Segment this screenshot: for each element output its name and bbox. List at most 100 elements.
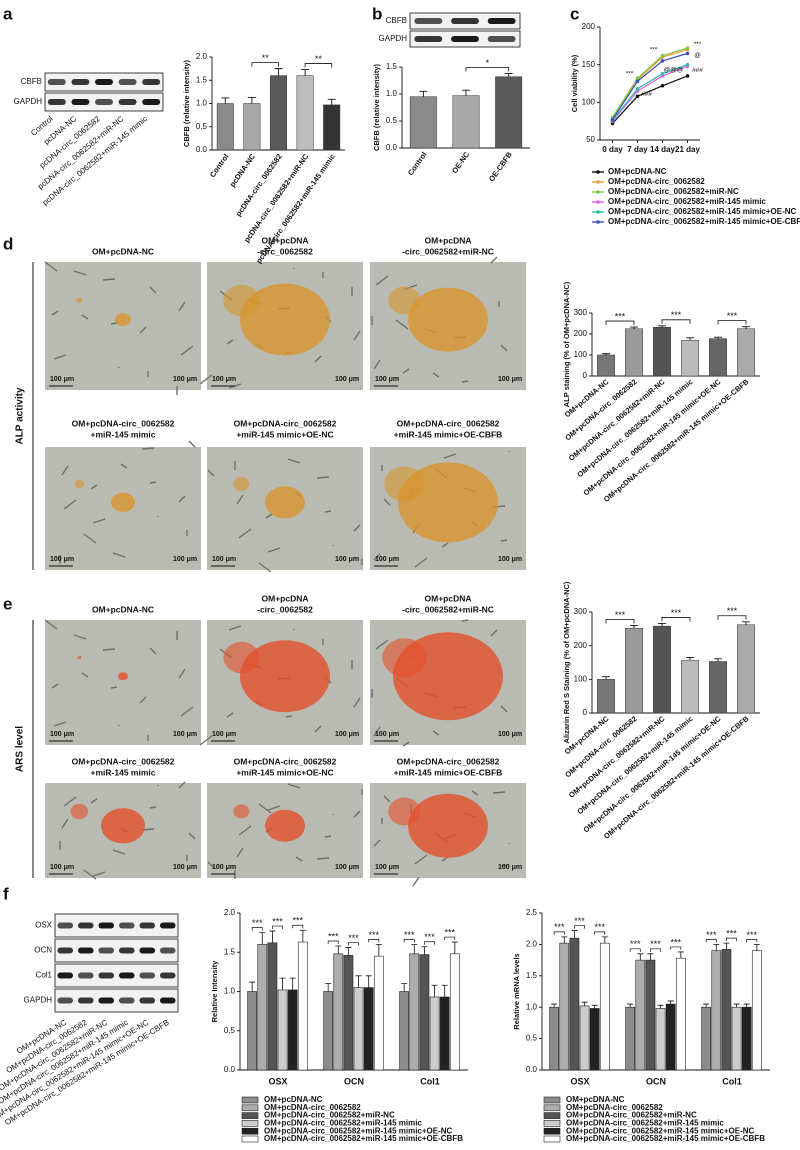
panel-label: a xyxy=(3,4,13,23)
cell xyxy=(228,625,242,631)
blot-band xyxy=(98,922,115,929)
panel-label: e xyxy=(3,594,12,613)
cell xyxy=(73,270,87,276)
bar xyxy=(409,96,437,149)
x-tick-label: 7 day xyxy=(627,145,648,154)
cell xyxy=(258,803,272,814)
legend-label: OM+pcDNA-circ_0062582+miR-NC xyxy=(566,1111,697,1120)
error-bar xyxy=(462,89,470,96)
cell xyxy=(180,706,194,717)
cell xyxy=(63,499,77,510)
scale-label: 100 μm xyxy=(212,731,236,738)
cell xyxy=(373,553,381,561)
cell xyxy=(90,484,98,490)
error-bar xyxy=(259,932,266,945)
y-tick-label: 0.5 xyxy=(224,1026,236,1035)
scale-label: 100 μm xyxy=(375,556,399,563)
legend-marker xyxy=(596,200,600,204)
cell xyxy=(443,453,457,459)
stain xyxy=(77,655,82,660)
cell xyxy=(490,256,498,264)
legend-swatch xyxy=(543,1120,561,1127)
blot-strip xyxy=(54,988,179,1013)
error-bar xyxy=(335,945,342,954)
sig-label: *** xyxy=(726,929,737,939)
legend-label: OM+pcDNA-circ_0062582 xyxy=(566,1103,663,1112)
cell xyxy=(141,447,155,450)
image-caption: OM+pcDNA-circ_0062582 xyxy=(397,418,500,428)
blot-strip xyxy=(54,938,179,963)
error-bar xyxy=(733,1003,740,1008)
image-caption: OM+pcDNA xyxy=(425,235,472,245)
blot-label: OCN xyxy=(34,946,52,955)
error-bar xyxy=(249,981,256,992)
sig-label: *** xyxy=(727,606,738,616)
cell xyxy=(178,301,186,312)
scale-label: 100 μm xyxy=(50,731,74,738)
sig-bracket xyxy=(553,931,565,935)
stain xyxy=(233,476,250,491)
error-bar xyxy=(325,983,332,992)
blot-band xyxy=(47,99,66,105)
sig-label: *** xyxy=(747,930,758,940)
panel-label: b xyxy=(372,4,382,23)
error-bar xyxy=(581,1001,588,1006)
scale-label: 100 μm xyxy=(335,376,359,383)
bar xyxy=(653,327,671,377)
cell xyxy=(112,849,126,855)
cell xyxy=(414,854,428,865)
error-bar xyxy=(714,336,722,339)
sig-bracket xyxy=(594,931,606,935)
y-tick-label: 0 xyxy=(583,371,588,380)
error-bar xyxy=(411,944,418,954)
legend-swatch xyxy=(543,1104,561,1112)
cell xyxy=(139,696,147,704)
panel-label: c xyxy=(570,4,579,23)
stain xyxy=(223,284,260,317)
y-tick-label: 100 xyxy=(574,674,588,683)
micrograph: 100 μm 100 μm xyxy=(370,619,526,747)
cell xyxy=(102,648,116,651)
blot-label: Col1 xyxy=(36,971,53,980)
x-tick-label: Col1 xyxy=(722,1076,742,1086)
blot-band xyxy=(451,18,479,24)
error-bar xyxy=(658,325,666,328)
error-bar xyxy=(657,1004,664,1009)
stain xyxy=(240,283,330,356)
y-tick-label: 0.0 xyxy=(196,145,208,154)
cell xyxy=(188,832,196,840)
y-axis-label: CBFB (relative intensity) xyxy=(182,59,191,147)
cell xyxy=(236,494,244,505)
point xyxy=(685,51,690,56)
x-tick-label: 14 day xyxy=(650,145,675,154)
scale-label: 100 μm xyxy=(212,556,236,563)
micrograph: 100 μm 100 μm xyxy=(207,447,363,573)
bar xyxy=(579,1005,590,1071)
stain xyxy=(388,286,421,315)
bar xyxy=(701,1006,712,1071)
scale-label: 100 μm xyxy=(212,376,236,383)
point xyxy=(635,94,640,99)
y-tick-label: 1.0 xyxy=(386,89,398,98)
blot-band xyxy=(77,972,94,979)
legend-marker xyxy=(596,190,600,194)
scale-label: 100 μm xyxy=(173,376,197,383)
cell xyxy=(51,310,59,316)
cell xyxy=(383,498,391,506)
cell xyxy=(92,518,106,524)
bar xyxy=(559,942,570,1071)
bar xyxy=(625,1006,636,1071)
legend-swatch xyxy=(543,1135,561,1143)
legend-swatch xyxy=(241,1096,259,1104)
sig-label: *** xyxy=(706,930,717,940)
blot-label: CBFB xyxy=(21,77,42,86)
scale-label: 100 μm xyxy=(335,864,359,871)
image-caption: OM+pcDNA xyxy=(262,593,309,603)
y-tick-label: 100 xyxy=(582,97,596,106)
cell xyxy=(373,359,381,370)
cell xyxy=(287,458,301,464)
cell xyxy=(353,524,361,532)
image-caption: +miR-145 mimic+OE-CBFB xyxy=(394,767,503,777)
sig-label: *** xyxy=(671,937,682,947)
